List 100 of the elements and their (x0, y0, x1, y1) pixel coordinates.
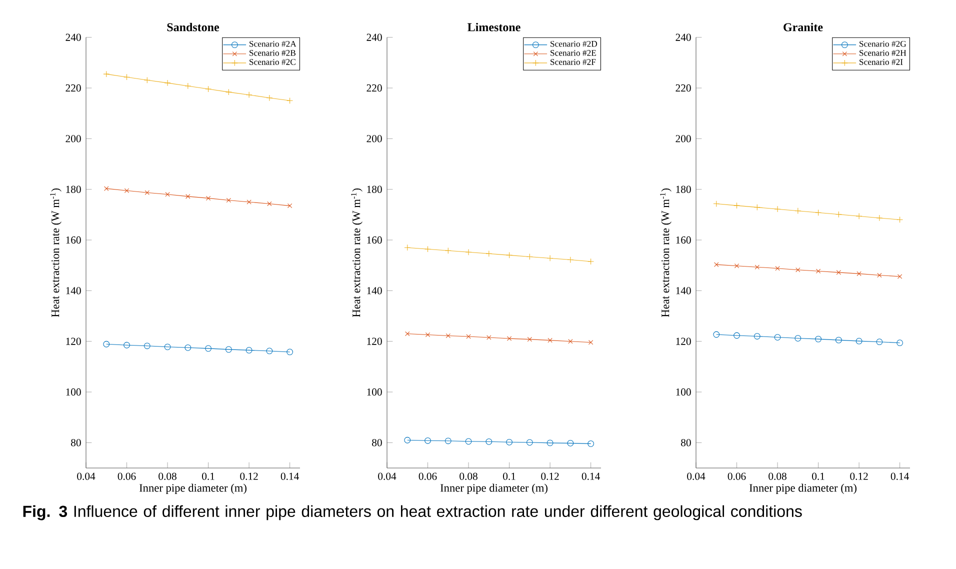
point (734, 263, 740, 268)
y-tick-label: 160 (676, 236, 691, 244)
point (124, 342, 130, 348)
y-tick-label: 100 (66, 388, 81, 396)
y-tick-label: 180 (367, 186, 382, 193)
point (266, 94, 273, 102)
point (226, 198, 232, 203)
point (526, 254, 533, 260)
legend-label: Scenario #2H (860, 50, 906, 56)
point (794, 208, 802, 214)
point (714, 262, 719, 267)
x-tick-label: 0.04 (687, 472, 706, 480)
point (425, 332, 430, 338)
point (835, 336, 842, 344)
point (588, 440, 594, 447)
y-tick-label: 240 (676, 34, 691, 41)
y-tick-label: 120 (367, 338, 382, 345)
x-tick-label: 0.06 (118, 472, 136, 480)
point (568, 338, 573, 344)
y-axis-title: Heat extraction rate (W m$^{-1}$) (50, 188, 62, 318)
point (546, 255, 554, 262)
point (124, 188, 130, 193)
point (164, 80, 171, 86)
point (444, 247, 452, 254)
point (815, 336, 822, 342)
point (775, 266, 780, 271)
point (144, 190, 150, 195)
point (104, 186, 109, 191)
y-tick-label: 80 (372, 439, 382, 446)
point (546, 440, 554, 446)
point (734, 332, 740, 339)
point (836, 270, 842, 275)
point (754, 264, 760, 270)
x-tick-label: 0.12 (541, 472, 559, 480)
y-tick-label: 220 (66, 84, 81, 92)
point (267, 201, 272, 206)
point (506, 336, 512, 341)
point (286, 97, 294, 104)
y-tick-label: 120 (676, 338, 691, 345)
point (446, 333, 450, 338)
legend-label: Scenario #2B (250, 50, 296, 56)
point (856, 271, 862, 276)
point (466, 334, 471, 339)
legend-label: Scenario #2A (250, 40, 296, 47)
y-tick-label: 140 (66, 287, 81, 294)
chart-title: Sandstone (167, 22, 220, 32)
point (794, 335, 802, 342)
point (266, 348, 273, 354)
point (287, 203, 292, 208)
point (897, 274, 902, 279)
point (486, 438, 492, 445)
y-tick-label: 160 (66, 236, 81, 244)
point (225, 88, 232, 96)
y-tick-label: 120 (66, 338, 81, 345)
point (246, 92, 252, 98)
y-tick-label: 140 (367, 287, 382, 294)
point (165, 192, 170, 197)
y-tick-label: 240 (66, 34, 81, 41)
point (754, 204, 760, 211)
x-tick-label: 0.14 (890, 472, 909, 480)
x-tick-label: 0.06 (728, 472, 746, 480)
point (734, 202, 740, 209)
chart-title: Granite (784, 22, 823, 32)
point (567, 256, 574, 263)
y-tick-label: 100 (367, 388, 382, 396)
x-tick-label: 0.14 (280, 472, 299, 480)
point (506, 438, 512, 446)
x-tick-label: 0.08 (460, 472, 478, 480)
point (144, 76, 150, 84)
point (206, 196, 211, 201)
point (103, 70, 110, 78)
point (713, 331, 720, 338)
point (124, 74, 130, 80)
point (567, 440, 574, 446)
x-tick-label: 0.1 (503, 472, 516, 480)
x-tick-label: 0.08 (158, 472, 176, 480)
point (205, 345, 212, 352)
y-tick-label: 200 (66, 135, 81, 142)
point (856, 212, 862, 220)
point (526, 439, 533, 446)
legend-label: Scenario #2G (860, 40, 906, 47)
point (877, 272, 882, 278)
chart-title: Limestone (468, 22, 520, 32)
point (588, 340, 594, 345)
y-tick-label: 100 (676, 388, 691, 396)
x-tick-label: 0.1 (202, 472, 214, 480)
point (286, 348, 294, 356)
y-tick-label: 220 (676, 84, 691, 92)
y-tick-label: 180 (66, 186, 81, 193)
point (205, 86, 212, 92)
point (246, 200, 252, 204)
point (548, 338, 552, 343)
x-tick-label: 0.04 (77, 472, 96, 480)
point (164, 344, 171, 350)
point (527, 336, 532, 342)
x-tick-label: 0.12 (240, 472, 258, 480)
point (186, 194, 190, 199)
point (424, 246, 431, 252)
text: Fig. 3 Influence of different inner pipe diameters on heat extraction rate under different geological conditions (23, 505, 802, 520)
x-axis-title: Inner pipe diameter (m) (440, 484, 548, 494)
